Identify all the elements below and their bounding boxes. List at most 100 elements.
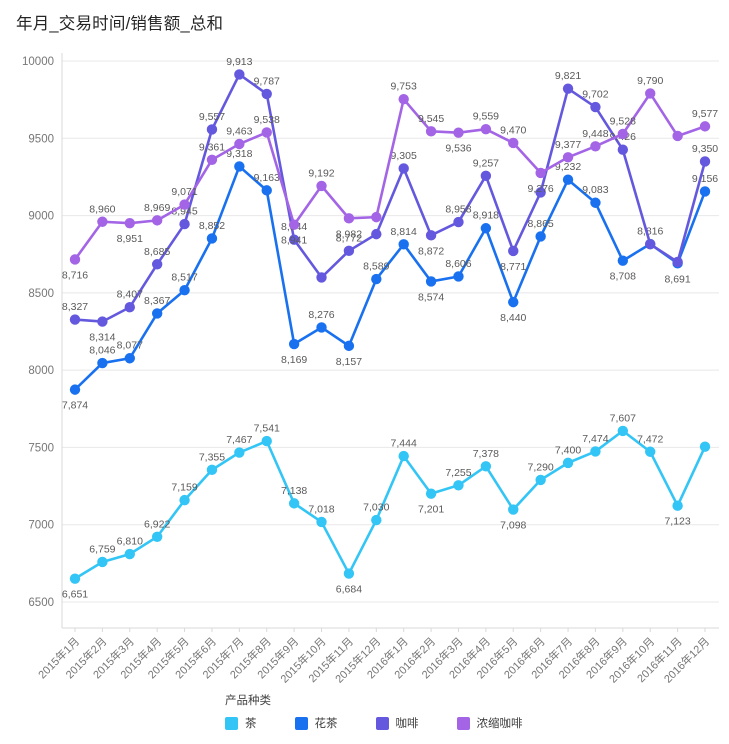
data-point-咖啡[interactable] [453,216,464,228]
data-point-浓缩咖啡[interactable] [562,152,574,163]
data-point-花茶[interactable] [343,340,355,352]
data-point-浓缩咖啡[interactable] [316,180,327,192]
data-point-咖啡[interactable] [151,259,163,270]
data-point-咖啡[interactable] [316,272,327,283]
data-point-茶[interactable] [453,480,464,491]
data-point-茶[interactable] [206,464,218,476]
data-point-茶[interactable] [69,573,81,584]
data-point-花茶[interactable] [179,285,190,296]
data-point-咖啡[interactable] [97,316,108,327]
data-point-咖啡[interactable] [398,163,409,174]
data-point-浓缩咖啡[interactable] [343,213,355,224]
data-point-浓缩咖啡[interactable] [97,216,108,227]
data-point-花茶[interactable] [288,338,300,350]
data-point-花茶[interactable] [617,255,629,266]
data-point-花茶[interactable] [398,239,409,250]
data-point-茶[interactable] [645,446,656,457]
data-point-浓缩咖啡[interactable] [151,215,163,226]
data-point-茶[interactable] [398,450,409,462]
data-point-咖啡[interactable] [69,314,81,325]
data-point-浓缩咖啡[interactable] [672,130,683,142]
data-point-花茶[interactable] [69,384,81,395]
data-point-浓缩咖啡[interactable] [179,199,190,210]
data-point-咖啡[interactable] [617,144,629,155]
data-point-咖啡[interactable] [508,245,519,257]
data-label: 7,874 [62,400,88,412]
data-point-花茶[interactable] [234,161,245,172]
data-point-花茶[interactable] [425,276,437,287]
data-point-花茶[interactable] [508,296,519,308]
data-point-茶[interactable] [617,425,629,437]
data-point-茶[interactable] [179,494,190,506]
data-point-花茶[interactable] [151,308,163,319]
data-point-茶[interactable] [261,435,272,447]
data-point-咖啡[interactable] [371,228,382,240]
data-point-咖啡[interactable] [234,69,245,80]
data-point-咖啡[interactable] [206,124,218,135]
data-point-花茶[interactable] [590,197,601,208]
data-point-浓缩咖啡[interactable] [645,88,656,99]
data-point-茶[interactable] [480,461,492,472]
data-point-茶[interactable] [699,441,711,452]
data-point-花茶[interactable] [480,223,492,234]
data-point-咖啡[interactable] [645,238,656,250]
data-point-浓缩咖啡[interactable] [398,93,409,105]
data-point-咖啡[interactable] [590,101,601,113]
data-point-浓缩咖啡[interactable] [425,126,437,137]
data-point-浓缩咖啡[interactable] [371,211,382,223]
data-point-浓缩咖啡[interactable] [206,154,218,165]
data-point-茶[interactable] [562,457,574,469]
data-point-咖啡[interactable] [425,230,437,241]
data-point-浓缩咖啡[interactable] [590,141,601,152]
data-point-茶[interactable] [425,488,437,499]
data-point-茶[interactable] [288,498,300,509]
data-point-咖啡[interactable] [480,170,492,182]
data-point-咖啡[interactable] [179,218,190,230]
data-point-浓缩咖啡[interactable] [124,217,135,229]
data-point-花茶[interactable] [316,322,327,333]
data-point-茶[interactable] [124,548,135,560]
data-point-花茶[interactable] [699,186,711,197]
data-point-咖啡[interactable] [343,245,355,257]
data-point-浓缩咖啡[interactable] [234,138,245,150]
data-point-花茶[interactable] [124,353,135,364]
data-point-咖啡[interactable] [124,302,135,313]
data-point-茶[interactable] [672,500,683,511]
data-point-茶[interactable] [316,516,327,528]
data-point-茶[interactable] [508,504,519,515]
data-point-茶[interactable] [343,568,355,579]
data-point-茶[interactable] [590,446,601,457]
data-point-花茶[interactable] [371,273,382,285]
data-point-花茶[interactable] [261,185,272,196]
data-point-浓缩咖啡[interactable] [699,121,711,132]
data-point-花茶[interactable] [97,357,108,369]
legend-item-浓缩咖啡[interactable]: 浓缩咖啡 [456,715,523,731]
data-point-茶[interactable] [371,514,382,526]
data-point-花茶[interactable] [206,233,218,244]
data-point-浓缩咖啡[interactable] [480,123,492,135]
data-point-浓缩咖啡[interactable] [508,137,519,149]
data-point-花茶[interactable] [453,271,464,282]
data-point-咖啡[interactable] [699,156,711,167]
data-point-咖啡[interactable] [562,83,574,94]
data-point-浓缩咖啡[interactable] [453,127,464,138]
data-point-花茶[interactable] [562,174,574,185]
data-point-咖啡[interactable] [535,187,546,198]
data-point-浓缩咖啡[interactable] [535,167,546,179]
data-point-茶[interactable] [97,556,108,568]
data-point-浓缩咖啡[interactable] [288,219,300,230]
legend-item-花茶[interactable]: 花茶 [294,715,338,731]
data-point-咖啡[interactable] [261,88,272,100]
legend-item-咖啡[interactable]: 咖啡 [375,715,419,731]
data-point-茶[interactable] [535,474,546,486]
data-point-浓缩咖啡[interactable] [261,127,272,138]
data-point-茶[interactable] [234,447,245,458]
data-point-咖啡[interactable] [288,234,300,245]
data-point-浓缩咖啡[interactable] [617,128,629,140]
data-point-茶[interactable] [151,531,163,542]
data-point-咖啡[interactable] [672,256,683,268]
data-point-浓缩咖啡[interactable] [69,254,81,265]
data-point-花茶[interactable] [535,231,546,242]
data-label: 8,367 [144,295,170,307]
legend-item-茶[interactable]: 茶 [225,715,257,731]
